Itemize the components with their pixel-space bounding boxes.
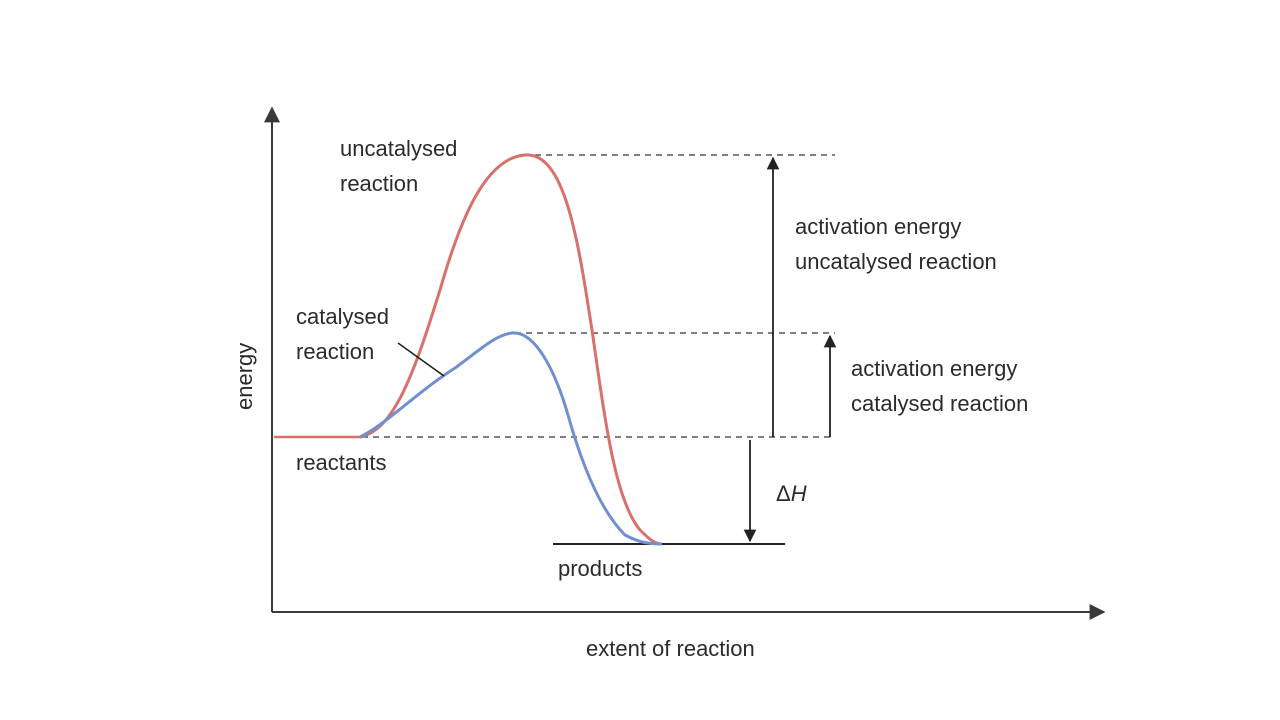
uncatalysed-label-line2: reaction: [340, 171, 418, 196]
x-axis-label: extent of reaction: [586, 636, 755, 661]
ea-catalysed-label-line2: catalysed reaction: [851, 391, 1028, 416]
uncatalysed-curve: [359, 153, 663, 546]
delta-h-label: ΔH: [776, 481, 807, 506]
delta-h-symbol: Δ: [776, 481, 791, 506]
reactants-label: reactants: [296, 450, 387, 475]
ea-uncatalysed-label-line2: uncatalysed reaction: [795, 249, 997, 274]
catalysed-label-line1: catalysed: [296, 304, 389, 329]
y-axis-label: energy: [232, 343, 257, 410]
products-label: products: [558, 556, 642, 581]
ea-uncatalysed-label-line1: activation energy: [795, 214, 961, 239]
ea-catalysed-label-line1: activation energy: [851, 356, 1017, 381]
catalysed-label-line2: reaction: [296, 339, 374, 364]
catalysed-curve: [359, 331, 663, 546]
delta-h-variable: H: [791, 481, 807, 506]
catalysed-label-pointer: [397, 342, 445, 377]
uncatalysed-label-line1: uncatalysed: [340, 136, 457, 161]
